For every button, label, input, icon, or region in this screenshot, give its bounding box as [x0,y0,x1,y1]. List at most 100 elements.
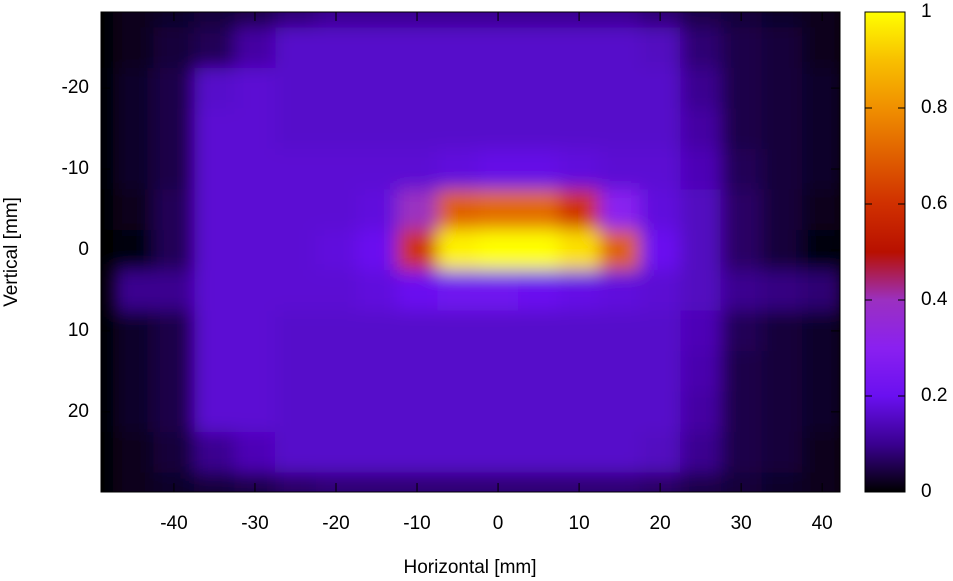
heatmap-cell [599,229,641,271]
heatmap-cell [113,12,155,28]
heatmap-cell [680,391,722,433]
heatmap-cell [396,391,438,433]
heatmap-cell [558,189,600,231]
heatmap-cell [558,270,600,312]
heatmap-cell [477,27,519,69]
heatmap-cell [356,270,398,312]
heatmap-cell [639,270,681,312]
heatmap-cell [720,472,762,492]
heatmap-cell [356,472,398,492]
heatmap-cell [801,27,840,69]
heatmap-cell [761,351,803,393]
heatmap-cell [801,108,840,150]
heatmap-cell [153,67,195,109]
heatmap-cell [639,310,681,352]
heatmap-cell [396,270,438,312]
heatmap-cell [315,310,357,352]
heatmap-cell [558,27,600,69]
heatmap-cell [194,108,236,150]
heatmap-cell [761,27,803,69]
colorbar-tick-label: 0.8 [921,97,947,118]
x-tick-label: -40 [160,513,187,534]
heatmap-cell [680,472,722,492]
heatmap-cell [234,391,276,433]
x-tick-label: -10 [403,513,430,534]
heatmap-cell [518,12,560,28]
heatmap-cell [437,148,479,190]
heatmap-cell [639,189,681,231]
heatmap-cell [639,148,681,190]
heatmap-cell [153,189,195,231]
heatmap-cell [194,310,236,352]
heatmap-cell [761,472,803,492]
heatmap-cell [437,12,479,28]
heatmap-cell [518,351,560,393]
heatmap-cell [801,472,840,492]
heatmap-cell [720,189,762,231]
heatmap-cell [437,229,479,271]
heatmap-cell [315,108,357,150]
heatmap-cell [437,270,479,312]
heatmap [113,12,840,492]
heatmap-cell [194,189,236,231]
heatmap-cell [720,27,762,69]
heatmap-cell [275,472,317,492]
plot-frame [100,11,841,493]
x-tick-label: 20 [650,513,671,534]
heatmap-cell [234,432,276,474]
heatmap-cell [558,229,600,271]
heatmap-cell [234,108,276,150]
heatmap-cell [113,148,155,190]
colorbar-tick-label: 0.6 [921,193,947,214]
colorbar-tick-label: 0.4 [921,289,948,310]
heatmap-cell [720,229,762,271]
heatmap-cell [477,108,519,150]
heatmap-cell [315,432,357,474]
heatmap-cell [153,229,195,271]
heatmap-cell [477,148,519,190]
x-tick-label: -30 [241,513,268,534]
axes: -40 -30 -20 -10 0 10 20 30 40 -20 -10 0 10 20 0 0.2 0.4 0… [62,1,948,534]
heatmap-cell [153,27,195,69]
heatmap-cell [356,67,398,109]
heatmap-cell [315,472,357,492]
heatmap-cell [558,432,600,474]
heatmap-cell [761,432,803,474]
heatmap-cell [396,108,438,150]
heatmap-cell [518,148,560,190]
heatmap-cell [275,229,317,271]
heatmap-cell [558,351,600,393]
heatmap-cell [639,432,681,474]
heatmap-cell [639,27,681,69]
heatmap-cell [356,148,398,190]
heatmap-cell [396,148,438,190]
heatmap-cell [720,148,762,190]
heatmap-cell [315,351,357,393]
heatmap-cell [720,67,762,109]
heatmap-cell [153,472,195,492]
heatmap-cell [720,391,762,433]
y-tick-label: -10 [62,158,89,179]
heatmap-cell [558,148,600,190]
heatmap-cell [437,67,479,109]
heatmap-cell [801,270,840,312]
heatmap-cell [396,229,438,271]
heatmap-cell [194,229,236,271]
y-tick-label: 10 [68,320,89,341]
heatmap-cell [113,27,155,69]
heatmap-cell [356,351,398,393]
heatmap-cell [477,310,519,352]
heatmap-cell [680,270,722,312]
heatmap-cell [153,351,195,393]
y-axis-label: Vertical [mm] [1,197,22,307]
heatmap-cell [194,12,236,28]
heatmap-cell [194,351,236,393]
heatmap-cell [356,108,398,150]
heatmap-cell [113,472,155,492]
heatmap-cell [234,67,276,109]
heatmap-cell [599,148,641,190]
heatmap-cell [315,229,357,271]
heatmap-cell [437,310,479,352]
heatmap-cell [113,67,155,109]
heatmap-cell [801,432,840,474]
